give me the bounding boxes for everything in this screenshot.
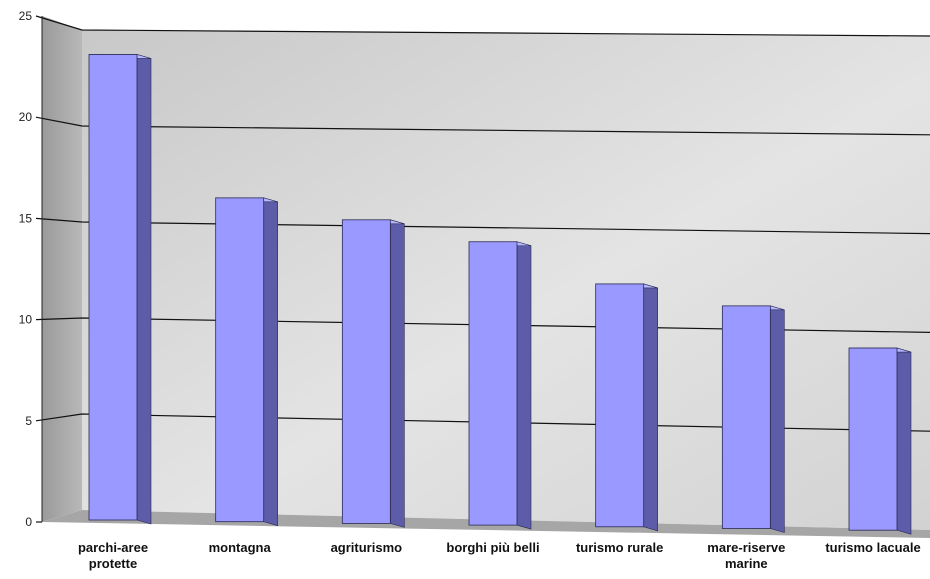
- y-tick-label: 15: [19, 211, 33, 225]
- bar-side: [136, 54, 152, 525]
- y-tick-label: 25: [19, 9, 33, 23]
- y-tick-label: 0: [25, 515, 32, 529]
- bar-side: [643, 283, 658, 532]
- bar: [88, 54, 138, 521]
- gridline: [35, 15, 930, 37]
- bar-side: [263, 197, 278, 527]
- x-category-label: turismo rurale: [576, 540, 663, 555]
- bar: [848, 347, 898, 531]
- axis-labels: 0 5 10 15 20 25 parchi-aree protette montagna agr…: [19, 9, 921, 571]
- bar: [595, 283, 645, 528]
- y-tick-label: 5: [25, 414, 32, 428]
- x-category-label: mare-riserve marine: [707, 540, 785, 571]
- bar: [468, 241, 518, 526]
- gridline: [35, 217, 930, 235]
- x-category-label: montagna: [209, 540, 272, 555]
- x-category-label: parchi-aree protette: [78, 540, 148, 571]
- x-category-label: turismo lacuale: [825, 540, 920, 555]
- bar-side: [390, 219, 405, 528]
- y-tick-label: 20: [19, 110, 33, 124]
- bar-side: [896, 347, 912, 535]
- y-tick-label: 10: [19, 313, 33, 327]
- gridline: [35, 116, 930, 136]
- bar: [341, 219, 391, 524]
- bars: [88, 54, 912, 535]
- bar: [215, 197, 265, 523]
- side-wall: [42, 16, 82, 522]
- x-category-label: borghi più belli: [446, 540, 539, 555]
- bar: [721, 305, 771, 529]
- x-category-label: agriturismo: [331, 540, 403, 555]
- bar-side: [516, 241, 532, 530]
- bar-side: [770, 305, 785, 533]
